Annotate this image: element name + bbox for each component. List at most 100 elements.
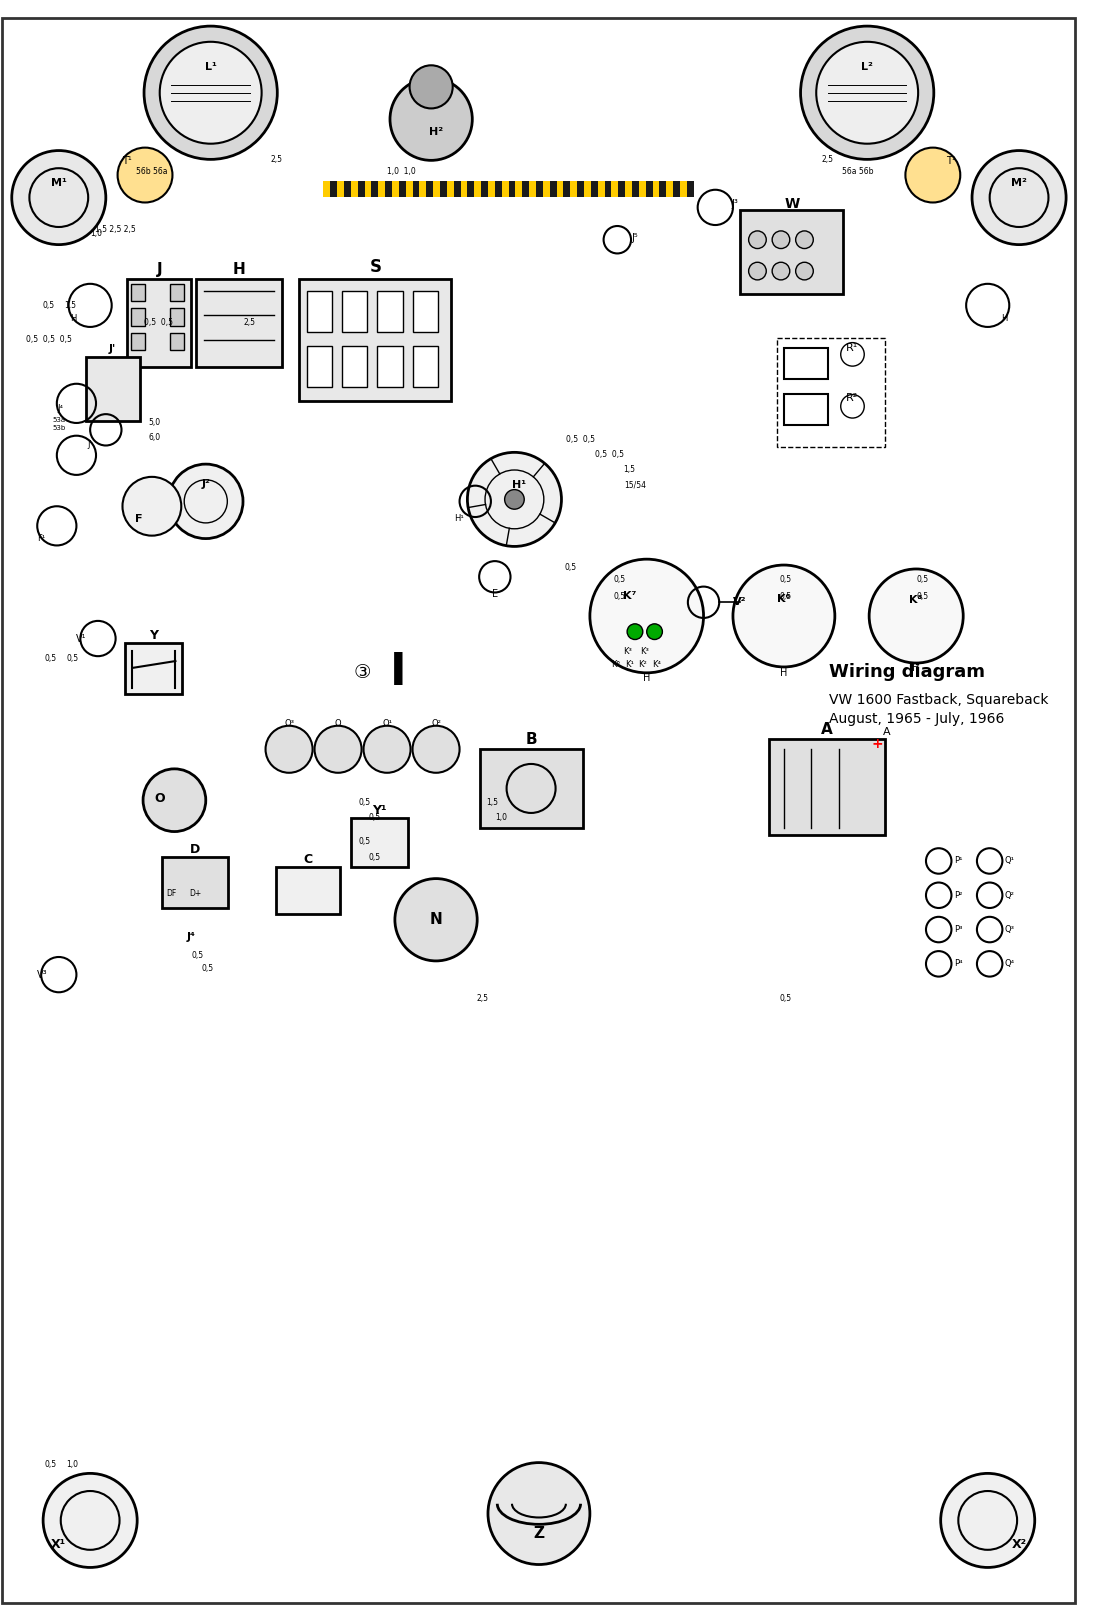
Text: 0,5: 0,5 <box>780 994 792 1003</box>
Text: 6,0: 6,0 <box>148 433 160 443</box>
Text: A: A <box>821 723 833 738</box>
Bar <box>377 345 402 387</box>
Bar <box>412 182 420 196</box>
Bar <box>784 347 828 379</box>
Bar <box>440 182 447 196</box>
Circle shape <box>748 263 766 280</box>
Circle shape <box>488 1462 590 1564</box>
Text: P³: P³ <box>954 926 963 934</box>
Bar <box>536 182 543 196</box>
Bar <box>420 182 426 196</box>
Circle shape <box>467 452 562 546</box>
Text: K⁷: K⁷ <box>623 592 636 601</box>
Bar <box>577 182 584 196</box>
Bar <box>131 284 145 302</box>
Text: W: W <box>784 198 799 211</box>
Text: 0,5: 0,5 <box>780 592 792 601</box>
Text: R¹: R¹ <box>846 342 858 352</box>
Text: O³: O³ <box>284 720 295 728</box>
Bar <box>480 749 584 828</box>
Text: August, 1965 - July, 1966: August, 1965 - July, 1966 <box>830 712 1004 726</box>
Text: J': J' <box>109 345 116 355</box>
Bar <box>502 182 509 196</box>
Text: H: H <box>912 663 920 673</box>
Bar <box>162 858 229 908</box>
Text: J⁵: J⁵ <box>632 233 639 243</box>
Bar <box>659 182 666 196</box>
Text: P²: P² <box>954 892 963 900</box>
Text: 56b 56a: 56b 56a <box>136 167 168 175</box>
Text: M¹: M¹ <box>51 178 67 188</box>
Text: 0,5: 0,5 <box>43 302 55 310</box>
Text: K⁶: K⁶ <box>611 660 620 669</box>
Bar <box>619 182 625 196</box>
Text: 0,5: 0,5 <box>358 798 370 807</box>
Text: 2,5: 2,5 <box>822 156 834 164</box>
Text: Y: Y <box>149 629 158 642</box>
Circle shape <box>118 148 173 203</box>
Text: K³: K³ <box>641 647 650 657</box>
Text: V³: V³ <box>37 969 47 979</box>
Text: 56a 56b: 56a 56b <box>842 167 873 175</box>
Text: F¹: F¹ <box>37 533 45 543</box>
Circle shape <box>941 1473 1035 1568</box>
Text: H: H <box>70 313 77 323</box>
Text: 53a: 53a <box>53 417 65 423</box>
Bar <box>351 819 408 867</box>
Bar <box>784 394 828 425</box>
Bar <box>351 182 357 196</box>
Text: R²: R² <box>846 394 858 404</box>
Text: 0,5: 0,5 <box>66 653 78 663</box>
Bar <box>337 182 344 196</box>
Circle shape <box>395 879 477 961</box>
Text: O¹: O¹ <box>382 720 392 728</box>
Circle shape <box>159 42 262 144</box>
Bar <box>377 290 402 332</box>
Text: K⁶: K⁶ <box>777 595 790 605</box>
Text: 0,5: 0,5 <box>368 814 380 822</box>
Text: 0,5: 0,5 <box>368 853 380 861</box>
Text: 0,5: 0,5 <box>202 964 214 973</box>
Circle shape <box>364 726 411 773</box>
Bar <box>632 182 639 196</box>
Text: 0,5: 0,5 <box>613 575 625 584</box>
Bar <box>433 182 440 196</box>
Text: D+: D+ <box>189 888 201 898</box>
Text: L²: L² <box>862 62 873 73</box>
Text: Y¹: Y¹ <box>371 804 387 817</box>
Circle shape <box>266 726 312 773</box>
Bar <box>740 211 843 293</box>
Bar <box>666 182 674 196</box>
Text: J: J <box>157 261 163 277</box>
Text: E: E <box>491 590 498 600</box>
Circle shape <box>773 263 790 280</box>
Text: O²: O² <box>431 720 441 728</box>
Text: X²: X² <box>1011 1538 1026 1551</box>
Bar <box>323 182 330 196</box>
Text: 0,5: 0,5 <box>45 1461 57 1469</box>
Bar <box>509 182 515 196</box>
Text: 0,5: 0,5 <box>564 562 576 572</box>
Text: 1,0: 1,0 <box>67 1461 78 1469</box>
Text: ③: ③ <box>354 663 371 682</box>
Circle shape <box>390 78 473 160</box>
Bar <box>392 182 399 196</box>
Text: 53b: 53b <box>52 425 66 431</box>
Text: X¹: X¹ <box>52 1538 66 1551</box>
Circle shape <box>972 151 1066 245</box>
Text: K¹: K¹ <box>624 660 633 669</box>
Bar <box>342 345 367 387</box>
Text: O: O <box>335 720 342 728</box>
Bar <box>598 182 604 196</box>
Text: K⁸: K⁸ <box>910 595 923 605</box>
Circle shape <box>12 151 106 245</box>
Bar <box>481 182 488 196</box>
Text: 0,5  0,5  0,5: 0,5 0,5 0,5 <box>26 336 71 344</box>
Bar <box>131 332 145 350</box>
Circle shape <box>590 559 703 673</box>
Bar <box>170 284 185 302</box>
Bar <box>307 290 332 332</box>
Text: 0,5: 0,5 <box>192 950 204 960</box>
Text: 0,5: 0,5 <box>358 836 370 846</box>
Bar <box>646 182 653 196</box>
